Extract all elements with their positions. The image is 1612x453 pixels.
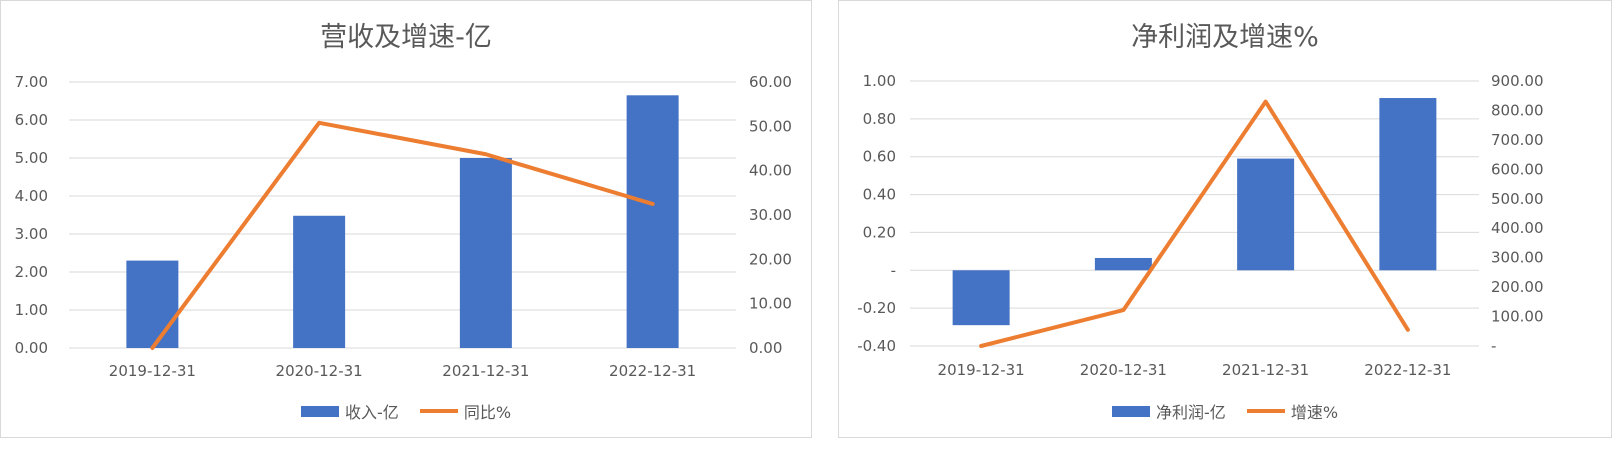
chart-legend: 收入-亿 同比% bbox=[1, 399, 811, 423]
legend-bar-swatch bbox=[300, 405, 339, 417]
legend-line-swatch bbox=[1246, 409, 1285, 413]
y-right-tick-label: 800.00 bbox=[1491, 101, 1544, 119]
y-left-tick-label: 1.00 bbox=[15, 301, 48, 319]
y-right-tick-label: 700.00 bbox=[1491, 131, 1544, 149]
y-right-tick-label: 900.00 bbox=[1491, 72, 1544, 90]
bar bbox=[459, 158, 512, 348]
legend-label: 净利润-亿 bbox=[1155, 403, 1226, 422]
bar bbox=[1094, 257, 1152, 271]
y-right-tick-label: 400.00 bbox=[1491, 219, 1544, 237]
bar bbox=[626, 95, 679, 348]
revenue-chart-panel: 营收及增速-亿 0.00 1.00 2.00 3.00 4.00 5.00 6.00 7.00… bbox=[0, 0, 812, 438]
series-line bbox=[150, 120, 655, 350]
revenue-chart-plot: 0.00 1.00 2.00 3.00 4.00 5.00 6.00 7.00 0.00 10.0… bbox=[15, 73, 792, 380]
legend-label: 增速% bbox=[1290, 403, 1339, 422]
y-right-tick-label: 600.00 bbox=[1491, 160, 1544, 178]
y-left-tick-label: 2.00 bbox=[15, 263, 48, 281]
y-right-tick-label: 10.00 bbox=[749, 295, 792, 313]
series-line bbox=[979, 99, 1410, 348]
y-left-tick-label: 0.20 bbox=[863, 223, 896, 241]
y-left-tick-label: - bbox=[891, 261, 896, 279]
x-tick-label: 2020-12-31 bbox=[276, 362, 363, 380]
y-right-tick-label: 200.00 bbox=[1491, 278, 1544, 296]
y-right-tick-label: 0.00 bbox=[749, 339, 782, 357]
legend-item-line: 同比% bbox=[419, 399, 512, 423]
x-tick-label: 2021-12-31 bbox=[1222, 361, 1309, 379]
y-right-tick-label: 300.00 bbox=[1491, 249, 1544, 267]
x-tick-label: 2020-12-31 bbox=[1080, 361, 1167, 379]
y-right-tick-label: 40.00 bbox=[749, 162, 792, 180]
chart-title: 净利润及增速% bbox=[1131, 22, 1319, 53]
y-left-tick-label: 4.00 bbox=[15, 187, 48, 205]
y-right-tick-label: 20.00 bbox=[749, 250, 792, 268]
y-left-tick-label: 0.60 bbox=[863, 148, 896, 166]
y-left-tick-label: 1.00 bbox=[863, 72, 896, 90]
y-left-tick-label: 0.00 bbox=[15, 339, 48, 357]
y-right-tick-label: - bbox=[1491, 337, 1496, 355]
chart-title: 营收及增速-亿 bbox=[320, 22, 492, 53]
bar bbox=[1237, 158, 1295, 271]
legend-item-bar: 收入-亿 bbox=[300, 399, 399, 423]
y-left-tick-label: 5.00 bbox=[15, 149, 48, 167]
profit-chart-plot: -0.40-0.20-0.200.400.600.801.00-100.0020… bbox=[857, 72, 1544, 379]
y-right-tick-label: 500.00 bbox=[1491, 190, 1544, 208]
chart-legend: 净利润-亿 增速% bbox=[839, 399, 1611, 423]
y-left-tick-label: 3.00 bbox=[15, 225, 48, 243]
y-right-tick-label: 50.00 bbox=[749, 117, 792, 135]
y-right-tick-label: 30.00 bbox=[749, 206, 792, 224]
x-tick-label: 2022-12-31 bbox=[609, 362, 696, 380]
legend-line-swatch bbox=[419, 409, 458, 413]
x-tick-label: 2019-12-31 bbox=[938, 361, 1025, 379]
legend-item-line: 增速% bbox=[1246, 399, 1339, 423]
bar bbox=[293, 215, 346, 348]
y-left-tick-label: 6.00 bbox=[15, 111, 48, 129]
x-tick-label: 2022-12-31 bbox=[1364, 361, 1451, 379]
y-left-tick-label: 7.00 bbox=[15, 73, 48, 91]
y-left-tick-label: -0.20 bbox=[857, 299, 896, 317]
legend-item-bar: 净利润-亿 bbox=[1111, 399, 1226, 423]
bar bbox=[952, 270, 1010, 326]
legend-bar-swatch bbox=[1111, 405, 1150, 417]
y-right-tick-label: 60.00 bbox=[749, 73, 792, 91]
x-tick-label: 2019-12-31 bbox=[109, 362, 196, 380]
profit-chart-panel: 净利润及增速% -0.40 -0.20-0.20 0.40 0.60 0.80 1.00-… bbox=[838, 0, 1612, 438]
y-right-tick-label: 100.00 bbox=[1491, 308, 1544, 326]
bar bbox=[126, 260, 179, 348]
bar bbox=[1379, 98, 1437, 271]
y-left-tick-label: -0.40 bbox=[857, 337, 896, 355]
legend-label: 同比% bbox=[463, 403, 512, 422]
y-left-tick-label: 0.40 bbox=[863, 186, 896, 204]
legend-label: 收入-亿 bbox=[344, 403, 399, 422]
x-tick-label: 2021-12-31 bbox=[442, 362, 529, 380]
y-left-tick-label: 0.80 bbox=[863, 110, 896, 128]
